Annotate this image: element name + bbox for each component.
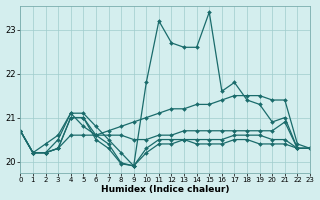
X-axis label: Humidex (Indice chaleur): Humidex (Indice chaleur) — [101, 185, 229, 194]
